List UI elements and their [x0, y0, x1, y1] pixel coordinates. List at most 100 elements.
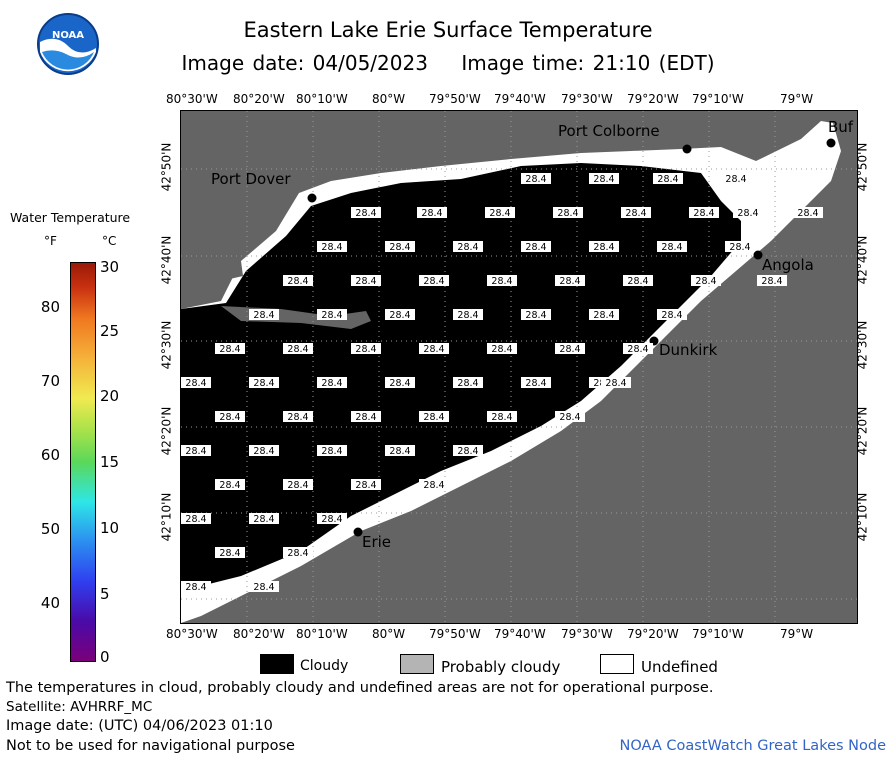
- land-nw: [221, 261, 243, 281]
- temperature-label: 28.4: [249, 513, 279, 525]
- svg-text:28.4: 28.4: [693, 208, 714, 219]
- temperature-label: 28.4: [385, 241, 415, 253]
- temperature-label: 28.4: [351, 207, 381, 219]
- svg-text:28.4: 28.4: [559, 412, 580, 423]
- temperature-label: 28.4: [733, 207, 763, 219]
- svg-text:28.4: 28.4: [593, 242, 614, 253]
- city-erie: Erie: [362, 533, 392, 551]
- satellite: Satellite: AVHRRF_MC: [6, 699, 153, 715]
- temperature-label: 28.4: [385, 377, 415, 389]
- temperature-label: 28.4: [317, 513, 347, 525]
- svg-text:28.4: 28.4: [457, 378, 478, 389]
- svg-text:28.4: 28.4: [355, 344, 376, 355]
- lon-label-bottom: 79°50'W: [429, 627, 481, 641]
- temperature-label: 28.4: [215, 547, 245, 559]
- temperature-label: 28.4: [249, 309, 279, 321]
- temperature-label: 28.4: [453, 445, 483, 457]
- svg-text:28.4: 28.4: [525, 174, 546, 185]
- svg-text:28.4: 28.4: [627, 276, 648, 287]
- credit: NOAA CoastWatch Great Lakes Node: [619, 738, 886, 754]
- temperature-label: 28.4: [283, 343, 313, 355]
- city-dunkirk: Dunkirk: [659, 341, 718, 359]
- temperature-label: 28.4: [317, 445, 347, 457]
- image-date-time: Image date: 04/05/2023 Image time: 21:10…: [181, 51, 715, 75]
- temperature-label: 28.4: [317, 309, 347, 321]
- svg-text:28.4: 28.4: [491, 276, 512, 287]
- f-tick: 80: [40, 298, 60, 316]
- lon-label-top: 79°30'W: [561, 92, 613, 106]
- lake-map: 28.4 28.4 28.4 28.4 28.4 28.4 28.4 28.4 28.4 28.4…: [180, 110, 858, 624]
- temperature-colorbar: [70, 262, 96, 662]
- temperature-label: 28.4: [621, 207, 651, 219]
- lon-label-bottom: 80°30'W: [166, 627, 218, 641]
- svg-text:28.4: 28.4: [525, 242, 546, 253]
- lon-label-bottom: 80°10'W: [296, 627, 348, 641]
- lon-label-top: 80°30'W: [166, 92, 218, 106]
- lat-label-left: 42°20'N: [159, 406, 174, 456]
- temperature-label: 28.4: [215, 479, 245, 491]
- temperature-label: 28.4: [351, 275, 381, 287]
- svg-text:28.4: 28.4: [423, 412, 444, 423]
- svg-text:28.4: 28.4: [185, 582, 206, 593]
- temperature-label: 28.4: [657, 309, 687, 321]
- temperature-label: 28.4: [419, 479, 449, 491]
- temperature-label: 28.4: [283, 547, 313, 559]
- legend-title: Water Temperature: [10, 210, 131, 225]
- lat-label-left: 42°30'N: [159, 320, 174, 370]
- temperature-label: 28.4: [487, 343, 517, 355]
- logo-text: NOAA: [52, 30, 84, 41]
- unit-celsius: °C: [102, 234, 117, 248]
- lon-label-top: 79°50'W: [429, 92, 481, 106]
- svg-text:28.4: 28.4: [729, 242, 750, 253]
- temperature-label: 28.4: [249, 581, 279, 593]
- temperature-label: 28.4: [181, 377, 211, 389]
- page-title: Eastern Lake Erie Surface Temperature: [243, 18, 653, 42]
- temperature-label: 28.4: [215, 411, 245, 423]
- svg-text:28.4: 28.4: [287, 412, 308, 423]
- svg-text:28.4: 28.4: [605, 378, 626, 389]
- c-tick: 15: [100, 453, 120, 471]
- svg-text:28.4: 28.4: [355, 276, 376, 287]
- key-undefined-swatch: [600, 654, 634, 674]
- svg-text:28.4: 28.4: [491, 344, 512, 355]
- svg-text:28.4: 28.4: [253, 582, 274, 593]
- svg-text:28.4: 28.4: [661, 242, 682, 253]
- lon-label-top: 79°40'W: [494, 92, 546, 106]
- svg-text:28.4: 28.4: [219, 344, 240, 355]
- svg-text:28.4: 28.4: [219, 412, 240, 423]
- svg-text:28.4: 28.4: [625, 208, 646, 219]
- temperature-label: 28.4: [417, 207, 447, 219]
- lon-label-bottom: 79°20'W: [627, 627, 679, 641]
- svg-text:28.4: 28.4: [321, 378, 342, 389]
- lon-label-bottom: 79°30'W: [561, 627, 613, 641]
- svg-text:28.4: 28.4: [737, 208, 758, 219]
- svg-text:28.4: 28.4: [287, 548, 308, 559]
- lon-label-bottom: 80°W: [372, 627, 406, 641]
- svg-text:28.4: 28.4: [253, 378, 274, 389]
- nav-warning: Not to be used for navigational purpose: [6, 738, 295, 754]
- temperature-label: 28.4: [351, 411, 381, 423]
- temperature-label: 28.4: [419, 411, 449, 423]
- city-port-dover: Port Dover: [211, 170, 291, 188]
- svg-text:28.4: 28.4: [423, 344, 444, 355]
- svg-text:28.4: 28.4: [491, 412, 512, 423]
- temperature-label: 28.4: [521, 309, 551, 321]
- svg-text:28.4: 28.4: [321, 242, 342, 253]
- temperature-label: 28.4: [385, 309, 415, 321]
- svg-text:28.4: 28.4: [389, 378, 410, 389]
- temperature-label: 28.4: [555, 411, 585, 423]
- temperature-label: 28.4: [215, 343, 245, 355]
- angola-dot: [753, 250, 763, 260]
- temperature-label: 28.4: [283, 479, 313, 491]
- svg-text:28.4: 28.4: [559, 276, 580, 287]
- svg-text:28.4: 28.4: [421, 208, 442, 219]
- svg-text:28.4: 28.4: [355, 208, 376, 219]
- temperature-label: 28.4: [181, 581, 211, 593]
- key-probably-cloudy-swatch: [400, 654, 434, 674]
- svg-text:28.4: 28.4: [695, 276, 716, 287]
- c-tick: 10: [100, 519, 120, 537]
- lat-label-left: 42°40'N: [159, 235, 174, 285]
- temperature-label: 28.4: [793, 207, 823, 219]
- svg-text:28.4: 28.4: [389, 310, 410, 321]
- lon-label-bottom: 80°20'W: [233, 627, 285, 641]
